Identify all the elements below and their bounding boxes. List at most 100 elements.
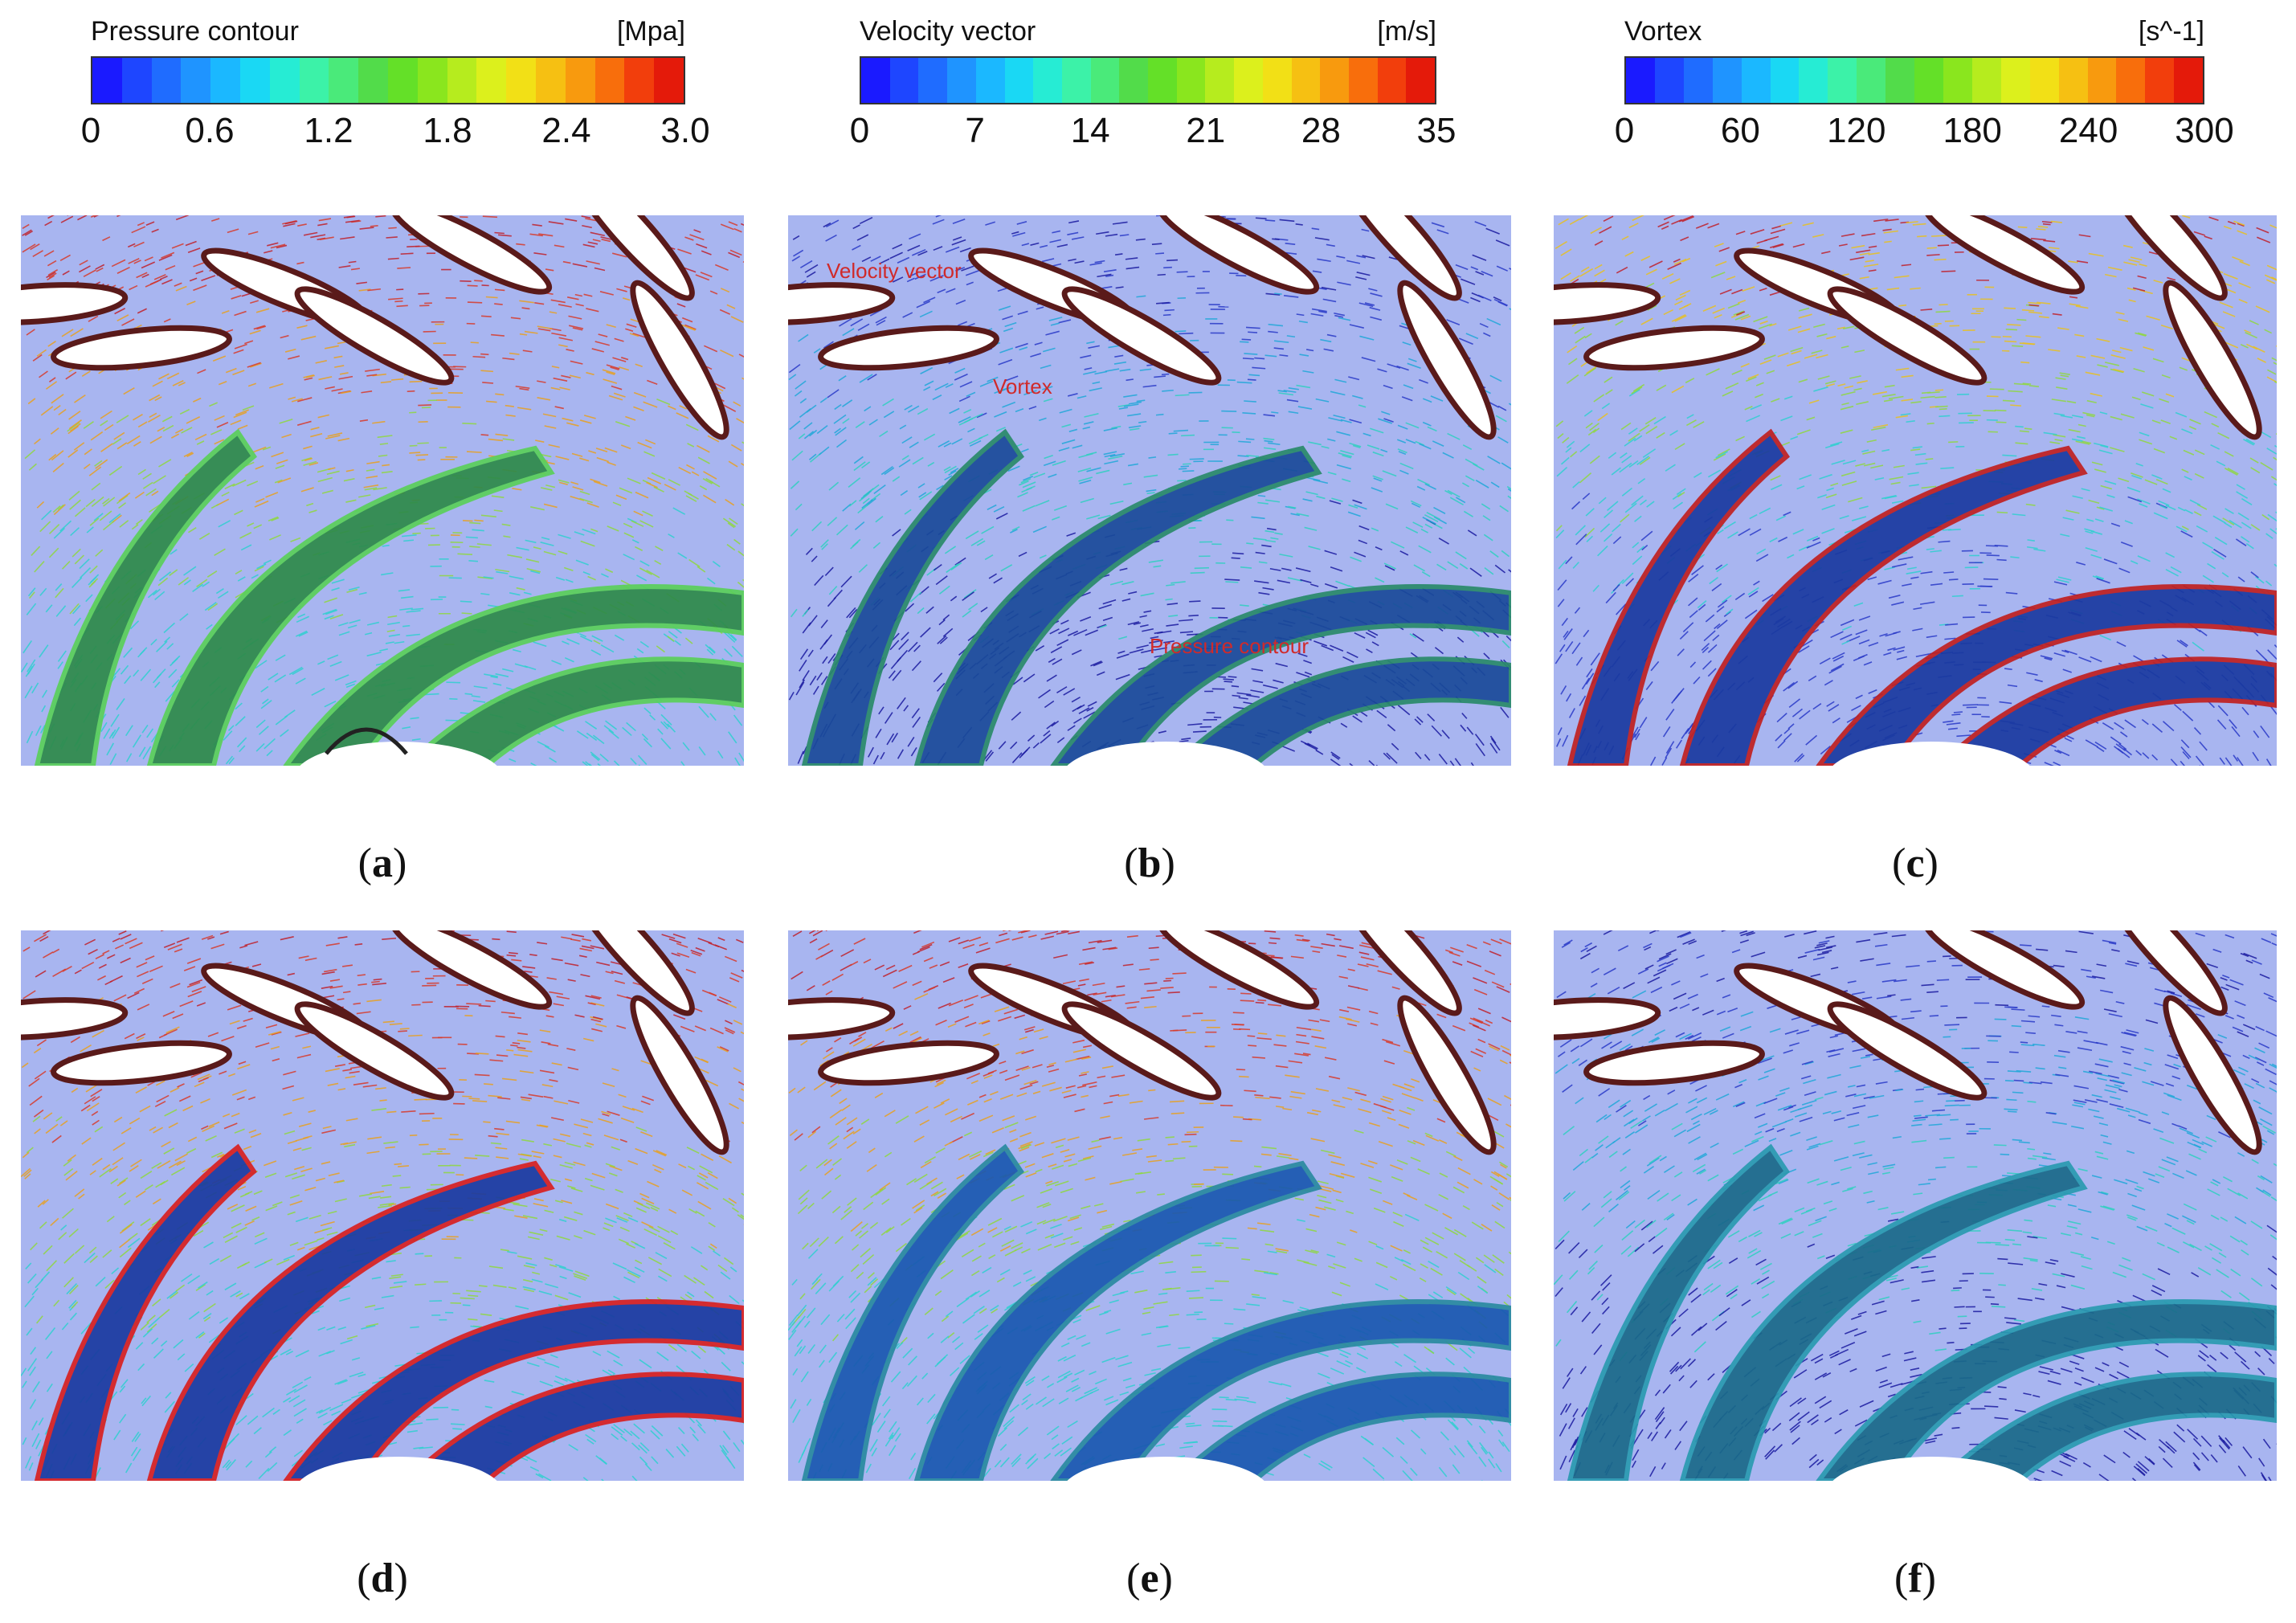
annotation-label: Vortex bbox=[993, 374, 1052, 399]
tick-label: 240 bbox=[2058, 111, 2118, 150]
colorbar-swatch bbox=[358, 58, 388, 103]
tick-label: 300 bbox=[2175, 111, 2234, 150]
flow-field: Velocity vector Vortex Pressure contour bbox=[788, 215, 1511, 766]
rotation-arrow-icon bbox=[325, 727, 408, 755]
panel-label-c: (c) bbox=[1892, 840, 1939, 886]
guide-vanes bbox=[788, 930, 1497, 1155]
colorbar-swatch bbox=[2058, 58, 2088, 103]
colorbar-swatch bbox=[447, 58, 477, 103]
tick-label: 60 bbox=[1720, 111, 1760, 150]
colorbar-swatch bbox=[565, 58, 595, 103]
guide-vanes bbox=[21, 215, 729, 440]
legend-ticks: 0 0.6 1.2 1.8 2.4 3.0 bbox=[81, 111, 710, 156]
colorbar-swatch bbox=[1943, 58, 1972, 103]
colorbar-swatch bbox=[1971, 58, 2001, 103]
colorbar-swatch bbox=[1885, 58, 1915, 103]
flow-field bbox=[1554, 215, 2277, 766]
colorbar-swatch bbox=[239, 58, 270, 103]
tick-label: 3.0 bbox=[660, 111, 710, 150]
colorbar-swatch bbox=[151, 58, 182, 103]
legend-unit: [Mpa] bbox=[616, 16, 685, 47]
colorbar-swatch bbox=[1262, 58, 1292, 103]
hub-opening bbox=[1067, 742, 1264, 766]
panel-label-f: (f) bbox=[1894, 1556, 1936, 1601]
legend-ticks: 0 60 120 180 240 300 bbox=[1615, 111, 2234, 156]
colorbar-swatch bbox=[975, 58, 1005, 103]
impeller-blades bbox=[801, 428, 1511, 766]
tick-label: 28 bbox=[1301, 111, 1341, 150]
colorbar-swatch bbox=[2029, 58, 2059, 103]
colorbar-swatch bbox=[1119, 58, 1149, 103]
legend-unit: [m/s] bbox=[1377, 16, 1436, 47]
colorbar-swatch bbox=[2145, 58, 2175, 103]
hub-opening bbox=[300, 1457, 497, 1481]
colorbar-swatch bbox=[269, 58, 300, 103]
guide-vanes bbox=[21, 930, 729, 1155]
tick-label: 0.6 bbox=[185, 111, 235, 150]
annotation-label: Velocity vector bbox=[827, 259, 962, 283]
panel-label-d: (d) bbox=[357, 1556, 408, 1601]
colorbar-swatch bbox=[535, 58, 566, 103]
colorbar-swatch bbox=[654, 58, 684, 103]
tick-label: 35 bbox=[1416, 111, 1456, 150]
panel-label-a: (a) bbox=[357, 840, 407, 886]
colorbar-swatch bbox=[92, 58, 122, 103]
legend-unit: [s^-1] bbox=[2138, 16, 2204, 47]
colorbar-swatch bbox=[1857, 58, 1886, 103]
colorbar-swatch bbox=[1176, 58, 1206, 103]
colorbar-swatch bbox=[1234, 58, 1263, 103]
colorbar-swatch bbox=[1770, 58, 1800, 103]
colorbar-swatch bbox=[121, 58, 152, 103]
panel-f bbox=[1554, 930, 2277, 1481]
guide-vanes bbox=[1554, 215, 2262, 440]
hub-opening bbox=[1067, 1457, 1264, 1481]
colorbar-swatch bbox=[2116, 58, 2146, 103]
colorbar-swatch bbox=[1148, 58, 1177, 103]
hub-opening bbox=[1832, 1457, 2030, 1481]
tick-label: 180 bbox=[1943, 111, 2002, 150]
colorbar-swatch bbox=[1061, 58, 1091, 103]
colorbar-swatch bbox=[624, 58, 655, 103]
impeller-blades bbox=[1567, 428, 2277, 766]
legend-title: Pressure contour bbox=[91, 16, 299, 47]
flow-field bbox=[21, 215, 744, 766]
guide-vanes bbox=[1554, 930, 2262, 1155]
colorbar-swatch bbox=[889, 58, 919, 103]
colorbar-swatch bbox=[476, 58, 507, 103]
impeller-blades bbox=[1567, 1143, 2277, 1481]
impeller-blades bbox=[801, 1143, 1511, 1481]
panel-d bbox=[21, 930, 744, 1481]
colorbar-swatch bbox=[1348, 58, 1378, 103]
colorbar bbox=[91, 56, 685, 104]
colorbar-swatch bbox=[2000, 58, 2030, 103]
legend-vortex: Vortex [s^-1] 0 60 120 180 240 300 bbox=[1615, 16, 2234, 161]
colorbar-swatch bbox=[1090, 58, 1120, 103]
panel-a bbox=[21, 215, 744, 766]
panel-c bbox=[1554, 215, 2277, 766]
tick-label: 0 bbox=[80, 111, 101, 150]
impeller-blades bbox=[34, 1143, 744, 1481]
colorbar-swatch bbox=[2087, 58, 2117, 103]
colorbar-swatch bbox=[1654, 58, 1684, 103]
panel-e bbox=[788, 930, 1511, 1481]
colorbar-swatch bbox=[299, 58, 329, 103]
colorbar-swatch bbox=[1712, 58, 1742, 103]
colorbar-swatch bbox=[1406, 58, 1436, 103]
colorbar-swatch bbox=[947, 58, 976, 103]
tick-label: 2.4 bbox=[541, 111, 591, 150]
colorbar bbox=[1624, 56, 2204, 104]
legend-ticks: 0 7 14 21 28 35 bbox=[850, 111, 1456, 156]
tick-label: 1.8 bbox=[423, 111, 472, 150]
colorbar-swatch bbox=[417, 58, 447, 103]
tick-label: 14 bbox=[1070, 111, 1110, 150]
colorbar-swatch bbox=[1320, 58, 1349, 103]
colorbar bbox=[860, 56, 1436, 104]
panel-label-b: (b) bbox=[1124, 840, 1175, 886]
colorbar-swatch bbox=[2174, 58, 2204, 103]
hub-opening bbox=[1832, 742, 2030, 766]
colorbar-swatch bbox=[1004, 58, 1034, 103]
legend-velocity: Velocity vector [m/s] 0 7 14 21 28 35 bbox=[850, 16, 1456, 161]
colorbar-swatch bbox=[1683, 58, 1713, 103]
colorbar-swatch bbox=[1205, 58, 1235, 103]
guide-vanes bbox=[788, 215, 1497, 440]
